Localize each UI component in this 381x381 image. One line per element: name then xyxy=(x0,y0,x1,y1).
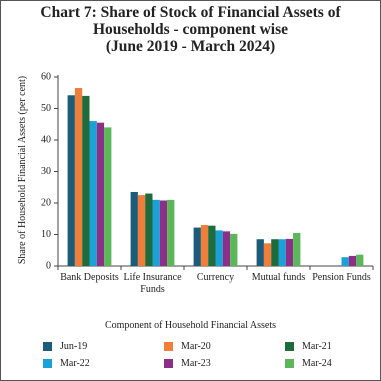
bar xyxy=(67,95,75,267)
legend-swatch xyxy=(164,359,173,368)
bar xyxy=(137,195,146,266)
y-tick-label: 10 xyxy=(41,229,51,240)
y-tick-label: 50 xyxy=(41,103,51,114)
legend-item: Mar-20 xyxy=(164,341,211,352)
chart-title: Chart 7: Share of Stock of Financial Ass… xyxy=(40,4,341,38)
bar xyxy=(167,199,175,266)
x-tick-label: Life Insurance Funds xyxy=(123,272,182,295)
bar xyxy=(193,227,201,266)
y-axis-label: Share of Household Financial Assets (per… xyxy=(17,75,28,265)
bar xyxy=(222,231,231,266)
legend-swatch xyxy=(285,342,294,351)
legend-label: Mar-20 xyxy=(181,341,211,352)
x-tick-label: Currency xyxy=(196,272,235,283)
bar xyxy=(278,239,286,266)
bar xyxy=(230,233,238,266)
bar xyxy=(271,239,279,266)
bar xyxy=(285,238,294,266)
legend-swatch xyxy=(43,342,52,351)
x-tick-label: Mutual funds xyxy=(251,272,306,283)
bar xyxy=(215,230,223,266)
x-tick-label: Pension Funds xyxy=(312,272,371,283)
legend-swatch xyxy=(164,342,173,351)
legend-swatch xyxy=(43,359,52,368)
bar xyxy=(341,257,349,266)
legend-item: Mar-24 xyxy=(285,358,332,369)
legend-label: Mar-22 xyxy=(60,358,90,369)
legend-label: Jun-19 xyxy=(60,341,88,352)
legend-swatch xyxy=(285,359,294,368)
legend-label: Mar-21 xyxy=(302,341,332,352)
legend-item: Mar-23 xyxy=(164,358,211,369)
bar xyxy=(145,193,153,266)
y-tick-label: 0 xyxy=(46,260,51,271)
chart-subtitle: (June 2019 - March 2024) xyxy=(105,38,276,55)
bar xyxy=(89,121,97,266)
bar xyxy=(356,254,364,266)
bar xyxy=(200,225,209,266)
y-tick-label: 20 xyxy=(41,197,51,208)
bar xyxy=(293,232,301,266)
chart-title-block: Chart 7: Share of Stock of Financial Ass… xyxy=(1,4,380,55)
bar xyxy=(263,243,272,266)
bar xyxy=(74,88,83,267)
bar xyxy=(348,255,357,266)
legend-item: Jun-19 xyxy=(43,341,87,352)
bar xyxy=(159,200,168,266)
x-axis-label: Component of Household Financial Assets xyxy=(104,320,277,331)
x-tick-label: Bank Deposits xyxy=(60,272,119,283)
legend-item: Mar-21 xyxy=(285,341,332,352)
bar xyxy=(130,191,138,266)
bar xyxy=(208,225,216,266)
y-tick-label: 60 xyxy=(41,71,51,82)
bar xyxy=(152,199,160,266)
y-tick-label: 40 xyxy=(41,134,51,145)
bar xyxy=(96,122,105,266)
legend-label: Mar-24 xyxy=(302,358,332,369)
bar xyxy=(256,239,264,266)
y-tick-label: 30 xyxy=(41,166,51,177)
legend-label: Mar-23 xyxy=(181,358,211,369)
legend-item: Mar-22 xyxy=(43,358,90,369)
bar xyxy=(104,127,112,267)
bar xyxy=(82,95,90,267)
